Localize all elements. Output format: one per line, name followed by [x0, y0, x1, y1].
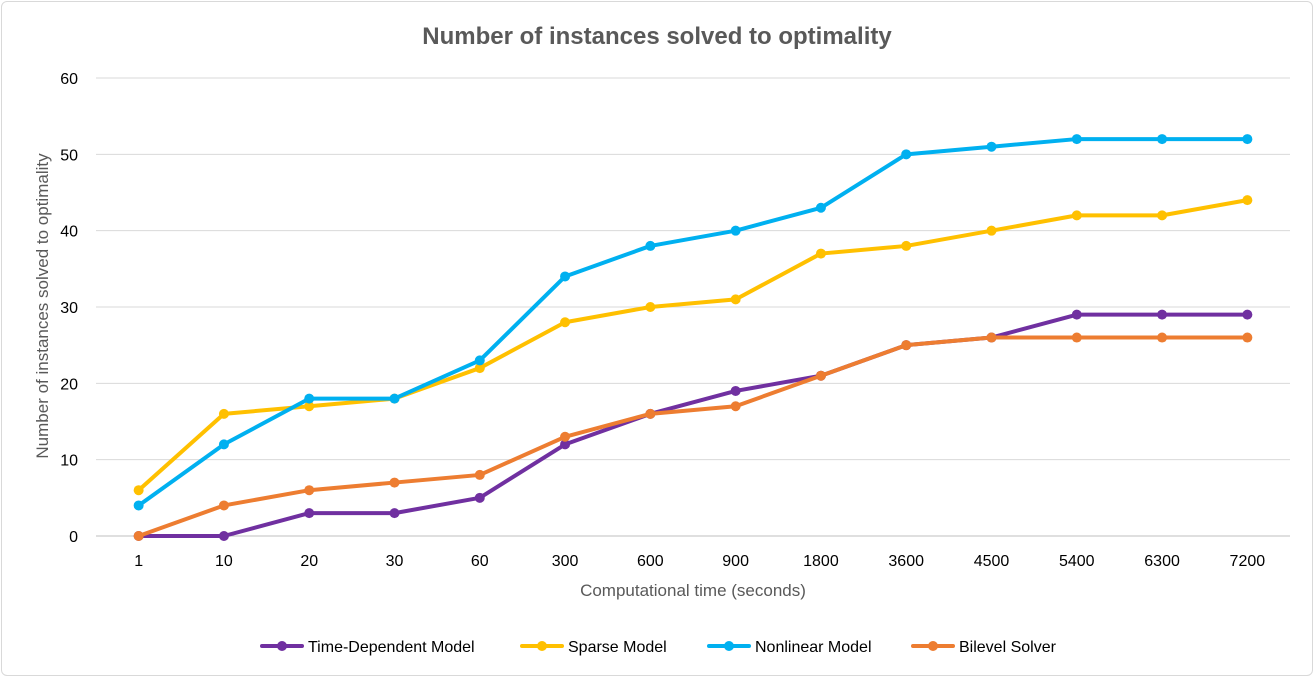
legend-item: Sparse Model: [520, 639, 667, 656]
data-point: [730, 294, 741, 305]
legend-label: Nonlinear Model: [755, 639, 872, 656]
y-tick-label: 10: [60, 453, 78, 470]
data-point: [815, 248, 826, 259]
data-point: [1242, 195, 1253, 206]
data-point: [218, 531, 229, 541]
x-tick-label: 60: [471, 553, 489, 570]
data-point: [474, 469, 485, 480]
data-point: [304, 393, 315, 404]
data-point: [815, 202, 826, 213]
legend-item: Bilevel Solver: [911, 639, 1057, 656]
data-point: [474, 355, 485, 366]
data-point: [133, 485, 144, 496]
data-point: [304, 401, 315, 412]
data-point: [474, 492, 485, 503]
x-tick-label: 900: [722, 553, 749, 570]
data-point: [218, 439, 229, 450]
data-point: [1157, 210, 1168, 221]
x-tick-label: 5400: [1059, 553, 1095, 570]
data-point: [474, 363, 485, 374]
data-point: [389, 508, 400, 519]
data-point: [645, 302, 656, 312]
data-point: [901, 240, 912, 251]
legend-swatch-marker: [724, 641, 734, 651]
data-point: [133, 531, 144, 541]
data-point: [1071, 210, 1082, 221]
series-line: [136, 335, 1250, 538]
y-tick-label: 30: [60, 300, 78, 317]
y-axis-label: Number of instances solved to optimality: [33, 153, 52, 459]
x-tick-label: 3600: [888, 553, 924, 570]
y-tick-label: 60: [60, 71, 78, 88]
y-tick-label: 40: [60, 224, 78, 241]
series-time-dependent-model: [133, 309, 1253, 541]
x-tick-label: 1: [134, 553, 143, 570]
x-tick-label: 1800: [803, 553, 839, 570]
data-point: [218, 500, 229, 511]
data-point: [1157, 332, 1168, 343]
legend-swatch-marker: [277, 641, 287, 651]
y-tick-label: 50: [60, 147, 78, 164]
data-point: [730, 401, 741, 412]
x-axis-label: Computational time (seconds): [580, 581, 806, 600]
data-point: [645, 408, 656, 419]
x-tick-label: 7200: [1230, 553, 1266, 570]
data-point: [1242, 332, 1253, 343]
data-point: [1242, 309, 1253, 320]
data-point: [1157, 309, 1168, 320]
data-point: [560, 439, 571, 450]
legend-label: Bilevel Solver: [959, 639, 1057, 656]
y-tick-label: 0: [69, 529, 78, 546]
data-point: [1157, 134, 1168, 145]
x-tick-label: 10: [215, 553, 233, 570]
x-tick-label: 6300: [1144, 553, 1180, 570]
x-tick-label: 300: [552, 553, 579, 570]
legend-label: Time-Dependent Model: [308, 639, 475, 656]
data-point: [560, 317, 571, 328]
legend-swatch-marker: [537, 641, 547, 651]
x-axis-ticks: 1 10 20 30 60 300 600 900 1800 3600 4500 5400 6300 72…: [134, 553, 1265, 570]
data-point: [815, 370, 826, 381]
chart-title: Number of instances solved to optimality: [422, 23, 892, 50]
data-point: [730, 225, 741, 236]
data-point: [1071, 332, 1082, 343]
legend-label: Sparse Model: [568, 639, 667, 656]
data-point: [1071, 309, 1082, 320]
data-point: [560, 271, 571, 282]
data-point: [133, 500, 144, 511]
data-point: [986, 141, 997, 152]
data-point: [986, 225, 997, 236]
series-group: [133, 134, 1253, 541]
data-point: [218, 408, 229, 419]
legend: Time-Dependent Model Sparse Model Nonlinea…: [260, 639, 1057, 656]
legend-item: Time-Dependent Model: [260, 639, 475, 656]
legend-item: Nonlinear Model: [707, 639, 872, 656]
data-point: [986, 332, 997, 343]
data-point: [560, 431, 571, 442]
series-bilevel-solver: [133, 332, 1253, 541]
series-line: [136, 312, 1250, 538]
data-point: [1071, 134, 1082, 145]
data-point: [389, 477, 400, 488]
x-tick-label: 30: [386, 553, 404, 570]
data-point: [901, 149, 912, 160]
series-line: [136, 198, 1250, 493]
data-point: [389, 393, 400, 404]
data-point: [730, 385, 741, 396]
series-line: [136, 137, 1250, 508]
data-point: [645, 240, 656, 251]
y-tick-label: 20: [60, 376, 78, 393]
data-point: [304, 485, 315, 496]
data-point: [1242, 134, 1253, 145]
data-point: [901, 340, 912, 351]
series-nonlinear-model: [133, 134, 1253, 511]
x-tick-label: 20: [300, 553, 318, 570]
gridlines: [96, 77, 1290, 461]
x-tick-label: 600: [637, 553, 664, 570]
y-axis-ticks: 0 10 20 30 40 50 60: [60, 71, 78, 546]
legend-swatch-marker: [928, 641, 938, 651]
data-point: [304, 508, 315, 519]
x-tick-label: 4500: [974, 553, 1010, 570]
